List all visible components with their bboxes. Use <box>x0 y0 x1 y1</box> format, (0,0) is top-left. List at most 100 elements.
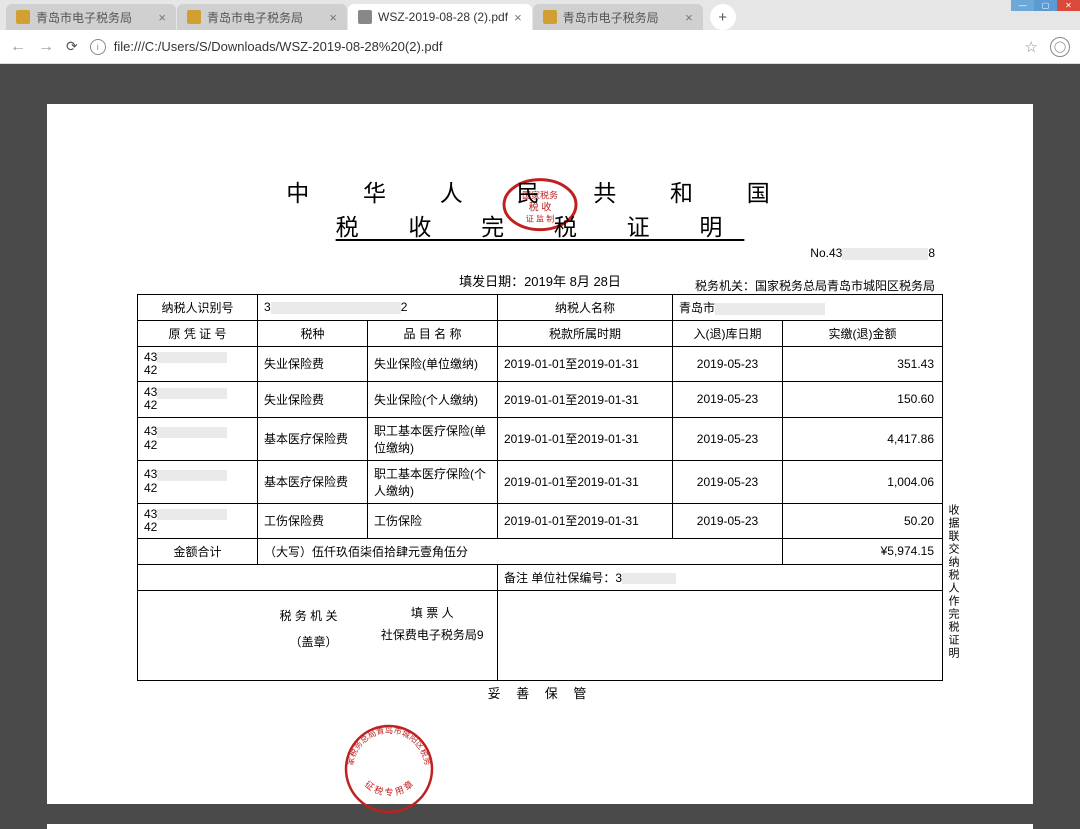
tab-close-icon[interactable]: × <box>685 10 693 25</box>
period-cell: 2019-01-01至2019-01-31 <box>498 382 673 417</box>
period-cell: 2019-01-01至2019-01-31 <box>498 346 673 381</box>
voucher-cell: 4342 <box>138 417 258 460</box>
window-close-button[interactable]: ✕ <box>1057 0 1080 11</box>
table-header-row: 原 凭 证 号 税种 品 目 名 称 税款所属时期 入(退)库日期 实缴(退)金… <box>138 320 943 346</box>
date-cell: 2019-05-23 <box>673 503 783 538</box>
nav-forward-button[interactable]: → <box>38 38 54 56</box>
next-page-peek <box>47 824 1033 829</box>
document-title-block: 国家税务 税 收 证 监 制 中 华 人 民 共 和 国 税 收 完 税 证 明 <box>137 174 943 242</box>
profile-avatar-icon[interactable]: ◯ <box>1050 37 1070 57</box>
total-label: 金额合计 <box>138 538 258 564</box>
redacted-mask <box>842 248 928 260</box>
redacted-mask <box>157 509 227 520</box>
tab-title: 青岛市电子税务局 <box>36 9 152 26</box>
period-cell: 2019-01-01至2019-01-31 <box>498 503 673 538</box>
tax-site-favicon-icon <box>16 10 30 24</box>
tab-close-icon[interactable]: × <box>514 10 522 25</box>
table-row: 4342 基本医疗保险费 职工基本医疗保险(单位缴纳) 2019-01-01至2… <box>138 417 943 460</box>
pdf-viewer[interactable]: 国家税务 税 收 证 监 制 中 华 人 民 共 和 国 税 收 完 税 证 明… <box>0 64 1080 829</box>
tax-type-cell: 失业保险费 <box>258 382 368 417</box>
tab-close-icon[interactable]: × <box>158 10 166 25</box>
tax-type-cell: 基本医疗保险费 <box>258 417 368 460</box>
item-cell: 职工基本医疗保险(单位缴纳) <box>368 417 498 460</box>
site-info-icon[interactable]: i <box>90 39 106 55</box>
issuer-cell: 填 票 人 社保费电子税务局9 <box>368 590 498 680</box>
taxpayer-name-label: 纳税人名称 <box>498 294 673 320</box>
tab-title: 青岛市电子税务局 <box>563 9 679 26</box>
browser-tab[interactable]: 青岛市电子税务局 × <box>533 4 703 30</box>
taxpayer-id-row: 纳税人识别号 32 纳税人名称 青岛市 <box>138 294 943 320</box>
browser-address-bar: ← → ⟳ i file:///C:/Users/S/Downloads/WSZ… <box>0 30 1080 64</box>
nav-reload-button[interactable]: ⟳ <box>66 38 78 55</box>
taxpayer-id-label: 纳税人识别号 <box>138 294 258 320</box>
date-cell: 2019-05-23 <box>673 460 783 503</box>
browser-tab[interactable]: 青岛市电子税务局 × <box>177 4 347 30</box>
tax-type-cell: 失业保险费 <box>258 346 368 381</box>
tax-type-cell: 工伤保险费 <box>258 503 368 538</box>
url-text: file:///C:/Users/S/Downloads/WSZ-2019-08… <box>114 39 443 54</box>
tax-table: 纳税人识别号 32 纳税人名称 青岛市 原 凭 证 号 税种 品 目 名 称 税… <box>137 294 943 681</box>
col-amount: 实缴(退)金额 <box>783 320 943 346</box>
browser-tab[interactable]: 青岛市电子税务局 × <box>6 4 176 30</box>
total-amount: ¥5,974.15 <box>783 538 943 564</box>
voucher-cell: 4342 <box>138 382 258 417</box>
agency-label: 税务机关： <box>695 279 755 293</box>
agency-value: 国家税务总局青岛市城阳区税务局 <box>755 279 935 293</box>
browser-tab-active[interactable]: WSZ-2019-08-28 (2).pdf × <box>348 4 532 30</box>
window-controls: — ▢ ✕ <box>1011 0 1080 11</box>
official-seal-icon: 国家税务总局青岛市城阳区税务局 征 税 专 用 章 <box>343 723 435 815</box>
period-cell: 2019-01-01至2019-01-31 <box>498 417 673 460</box>
signature-row: 税 务 机 关 （盖章） 填 票 人 社保费电子税务局9 <box>138 590 943 680</box>
pdf-favicon-icon <box>358 10 372 24</box>
tax-site-favicon-icon <box>543 10 557 24</box>
svg-text:国家税务总局青岛市城阳区税务局: 国家税务总局青岛市城阳区税务局 <box>343 723 433 766</box>
voucher-cell: 4342 <box>138 460 258 503</box>
bookmark-star-icon[interactable]: ☆ <box>1025 38 1038 56</box>
redacted-mask <box>157 470 227 481</box>
tax-site-favicon-icon <box>187 10 201 24</box>
new-tab-button[interactable]: + <box>710 4 736 30</box>
tab-close-icon[interactable]: × <box>329 10 337 25</box>
url-field[interactable]: i file:///C:/Users/S/Downloads/WSZ-2019-… <box>90 39 1013 55</box>
item-cell: 失业保险(个人缴纳) <box>368 382 498 417</box>
date-cell: 2019-05-23 <box>673 417 783 460</box>
serial-prefix: No.43 <box>810 246 842 260</box>
redacted-mask <box>157 388 227 399</box>
taxpayer-name-value: 青岛市 <box>673 294 943 320</box>
issue-date-label: 填发日期： <box>459 274 524 289</box>
amount-cell: 351.43 <box>783 346 943 381</box>
window-maximize-button[interactable]: ▢ <box>1034 0 1057 11</box>
table-row: 4342 基本医疗保险费 职工基本医疗保险(个人缴纳) 2019-01-01至2… <box>138 460 943 503</box>
tax-office-seal-cell: 税 务 机 关 （盖章） <box>138 590 368 680</box>
tab-title: 青岛市电子税务局 <box>207 9 323 26</box>
table-row: 4342 工伤保险费 工伤保险 2019-01-01至2019-01-31 20… <box>138 503 943 538</box>
date-cell: 2019-05-23 <box>673 346 783 381</box>
remark-cell: 备注 单位社保编号：3 <box>498 564 943 590</box>
redacted-mask <box>157 427 227 438</box>
table-row: 4342 失业保险费 失业保险(单位缴纳) 2019-01-01至2019-01… <box>138 346 943 381</box>
nav-back-button[interactable]: ← <box>10 38 26 56</box>
item-cell: 失业保险(单位缴纳) <box>368 346 498 381</box>
browser-tab-strip: 青岛市电子税务局 × 青岛市电子税务局 × WSZ-2019-08-28 (2)… <box>0 0 1080 30</box>
amount-cell: 50.20 <box>783 503 943 538</box>
redacted-mask <box>157 352 227 363</box>
redacted-mask <box>622 573 676 584</box>
svg-text:征 税 专 用 章: 征 税 专 用 章 <box>363 778 415 797</box>
amount-cell: 1,004.06 <box>783 460 943 503</box>
col-voucher: 原 凭 证 号 <box>138 320 258 346</box>
total-row: 金额合计 （大写）伍仟玖佰柒佰拾肆元壹角伍分 ¥5,974.15 <box>138 538 943 564</box>
col-item-name: 品 目 名 称 <box>368 320 498 346</box>
redacted-mask <box>715 303 825 315</box>
taxpayer-id-value: 32 <box>258 294 498 320</box>
item-cell: 职工基本医疗保险(个人缴纳) <box>368 460 498 503</box>
window-minimize-button[interactable]: — <box>1011 0 1034 11</box>
col-tax-type: 税种 <box>258 320 368 346</box>
side-note-vertical: 收据联交纳税人作完税证明 <box>945 504 961 660</box>
date-cell: 2019-05-23 <box>673 382 783 417</box>
amount-cell: 4,417.86 <box>783 417 943 460</box>
keep-safely-footer: 妥 善 保 管 <box>137 683 943 702</box>
voucher-cell: 4342 <box>138 503 258 538</box>
pdf-page: 国家税务 税 收 证 监 制 中 华 人 民 共 和 国 税 收 完 税 证 明… <box>47 104 1033 804</box>
redacted-mask <box>271 302 401 314</box>
remark-row: 备注 单位社保编号：3 <box>138 564 943 590</box>
